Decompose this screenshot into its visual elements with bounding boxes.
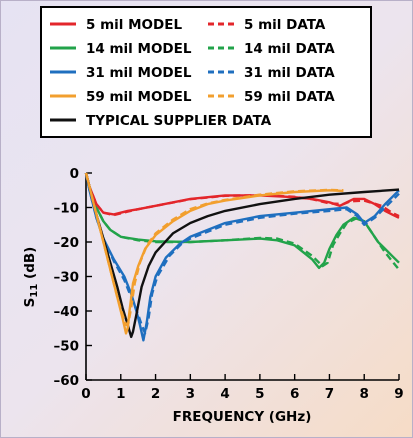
- legend-label: 14 mil MODEL: [86, 41, 192, 57]
- x-tick-label: 6: [290, 386, 299, 402]
- legend-label: 14 mil DATA: [244, 41, 335, 57]
- y-tick-label: –10: [53, 201, 79, 217]
- y-tick-label: –30: [53, 270, 79, 286]
- x-ticks: 0 1 2 3 4 5 6 7 8 9: [81, 374, 404, 402]
- x-tick-label: 0: [81, 386, 90, 402]
- x-tick-label: 2: [151, 386, 160, 402]
- x-tick-label: 8: [360, 386, 369, 402]
- legend-label: 5 mil DATA: [244, 17, 326, 33]
- legend-label: 31 mil MODEL: [86, 65, 192, 81]
- legend-label: 59 mil MODEL: [86, 89, 192, 105]
- series-line-typical-supplier-data: [84, 172, 400, 339]
- y-axis-title: S11 (dB): [22, 247, 40, 308]
- y-axis-title-unit: (dB): [22, 247, 38, 284]
- y-axis-title-main: S: [22, 298, 38, 308]
- y-tick-label: 0: [70, 166, 79, 182]
- legend-label: 59 mil DATA: [244, 89, 335, 105]
- x-tick-label: 9: [394, 386, 403, 402]
- x-axis-title: FREQUENCY (GHz): [173, 409, 312, 425]
- legend-label: 5 mil MODEL: [86, 17, 182, 33]
- y-ticks: 0 –10 –20 –30 –40 –50 –60: [53, 166, 92, 389]
- y-tick-label: –40: [53, 304, 79, 320]
- series-line-59-mil-model: [84, 172, 344, 335]
- series-line-59-mil-data: [84, 172, 344, 326]
- x-tick-label: 5: [255, 386, 264, 402]
- y-tick-label: –20: [53, 235, 79, 251]
- x-tick-label: 7: [325, 386, 334, 402]
- axes: [85, 173, 399, 381]
- y-tick-label: –60: [53, 373, 79, 389]
- series-line-14-mil-data: [84, 172, 400, 271]
- x-tick-label: 1: [116, 386, 125, 402]
- legend-label: TYPICAL SUPPLIER DATA: [86, 113, 272, 129]
- legend-label: 31 mil DATA: [244, 65, 335, 81]
- x-tick-label: 3: [186, 386, 195, 402]
- y-axis-title-subscript: 11: [29, 284, 40, 298]
- series-line-5-mil-data: [84, 172, 400, 218]
- x-tick-label: 4: [220, 386, 229, 402]
- series-lines: [84, 172, 400, 342]
- legend: 5 mil MODEL 5 mil DATA 14 mil MODEL 14 mil …: [50, 17, 335, 129]
- legend-box: [40, 6, 372, 138]
- series-line-31-mil-data: [84, 172, 400, 335]
- y-tick-label: –50: [53, 339, 79, 355]
